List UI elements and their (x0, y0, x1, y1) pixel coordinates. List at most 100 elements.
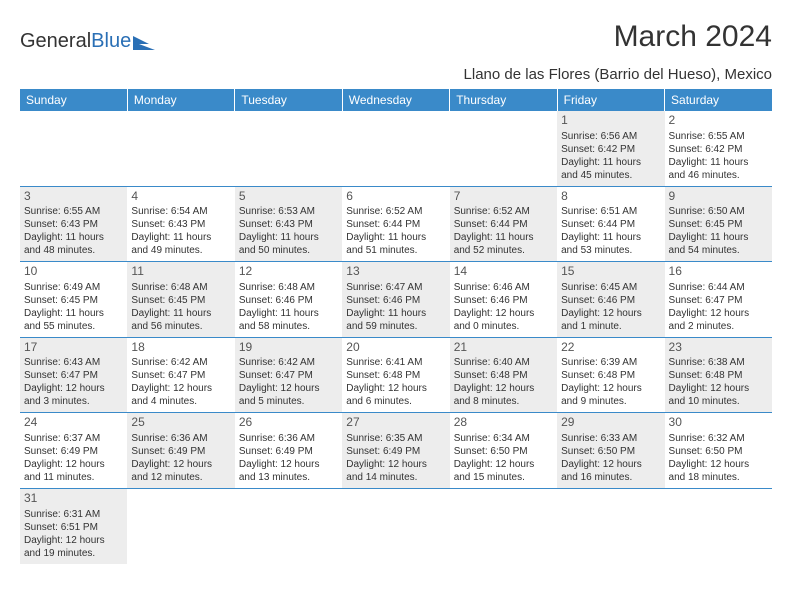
sunset-text: Sunset: 6:46 PM (561, 294, 660, 307)
weekday-header: Sunday (20, 89, 127, 111)
day-number: 7 (454, 189, 553, 205)
sunset-text: Sunset: 6:51 PM (24, 521, 123, 534)
calendar-cell: 30Sunrise: 6:32 AMSunset: 6:50 PMDayligh… (665, 413, 772, 489)
sunrise-text: Sunrise: 6:34 AM (454, 432, 553, 445)
day-number: 26 (239, 415, 338, 431)
daylight-text: and 54 minutes. (669, 244, 768, 257)
daylight-text: Daylight: 12 hours (24, 534, 123, 547)
sunrise-text: Sunrise: 6:41 AM (346, 356, 445, 369)
daylight-text: Daylight: 12 hours (24, 458, 123, 471)
day-number: 31 (24, 491, 123, 507)
logo-flag-icon (133, 34, 155, 50)
logo: GeneralBlue (20, 30, 155, 53)
calendar-cell: 14Sunrise: 6:46 AMSunset: 6:46 PMDayligh… (450, 262, 557, 338)
daylight-text: and 50 minutes. (239, 244, 338, 257)
calendar-cell (20, 111, 127, 186)
day-number: 2 (669, 113, 768, 129)
sunset-text: Sunset: 6:45 PM (24, 294, 123, 307)
daylight-text: and 14 minutes. (346, 471, 445, 484)
daylight-text: and 49 minutes. (131, 244, 230, 257)
daylight-text: Daylight: 12 hours (346, 458, 445, 471)
daylight-text: and 55 minutes. (24, 320, 123, 333)
sunrise-text: Sunrise: 6:55 AM (24, 205, 123, 218)
calendar-cell (450, 111, 557, 186)
calendar-cell: 25Sunrise: 6:36 AMSunset: 6:49 PMDayligh… (127, 413, 234, 489)
daylight-text: Daylight: 11 hours (454, 231, 553, 244)
calendar-row: 24Sunrise: 6:37 AMSunset: 6:49 PMDayligh… (20, 413, 772, 489)
calendar-cell: 28Sunrise: 6:34 AMSunset: 6:50 PMDayligh… (450, 413, 557, 489)
day-number: 4 (131, 189, 230, 205)
daylight-text: and 19 minutes. (24, 547, 123, 560)
calendar-cell: 2Sunrise: 6:55 AMSunset: 6:42 PMDaylight… (665, 111, 772, 186)
daylight-text: and 6 minutes. (346, 395, 445, 408)
sunset-text: Sunset: 6:49 PM (346, 445, 445, 458)
day-number: 22 (561, 340, 660, 356)
sunrise-text: Sunrise: 6:36 AM (239, 432, 338, 445)
sunset-text: Sunset: 6:48 PM (346, 369, 445, 382)
sunrise-text: Sunrise: 6:45 AM (561, 281, 660, 294)
daylight-text: Daylight: 12 hours (239, 382, 338, 395)
calendar-cell: 23Sunrise: 6:38 AMSunset: 6:48 PMDayligh… (665, 337, 772, 413)
calendar-cell: 5Sunrise: 6:53 AMSunset: 6:43 PMDaylight… (235, 186, 342, 262)
daylight-text: Daylight: 12 hours (561, 307, 660, 320)
calendar-cell: 10Sunrise: 6:49 AMSunset: 6:45 PMDayligh… (20, 262, 127, 338)
sunset-text: Sunset: 6:42 PM (669, 143, 768, 156)
calendar-cell: 26Sunrise: 6:36 AMSunset: 6:49 PMDayligh… (235, 413, 342, 489)
calendar-cell: 22Sunrise: 6:39 AMSunset: 6:48 PMDayligh… (557, 337, 664, 413)
sunset-text: Sunset: 6:43 PM (239, 218, 338, 231)
sunset-text: Sunset: 6:46 PM (346, 294, 445, 307)
weekday-header: Saturday (665, 89, 772, 111)
daylight-text: Daylight: 11 hours (561, 231, 660, 244)
daylight-text: and 8 minutes. (454, 395, 553, 408)
sunset-text: Sunset: 6:50 PM (561, 445, 660, 458)
daylight-text: Daylight: 11 hours (131, 231, 230, 244)
sunrise-text: Sunrise: 6:37 AM (24, 432, 123, 445)
day-number: 23 (669, 340, 768, 356)
sunset-text: Sunset: 6:46 PM (454, 294, 553, 307)
sunrise-text: Sunrise: 6:53 AM (239, 205, 338, 218)
daylight-text: and 2 minutes. (669, 320, 768, 333)
sunrise-text: Sunrise: 6:40 AM (454, 356, 553, 369)
day-number: 17 (24, 340, 123, 356)
calendar-cell: 6Sunrise: 6:52 AMSunset: 6:44 PMDaylight… (342, 186, 449, 262)
daylight-text: and 15 minutes. (454, 471, 553, 484)
day-number: 29 (561, 415, 660, 431)
daylight-text: Daylight: 11 hours (24, 231, 123, 244)
daylight-text: and 48 minutes. (24, 244, 123, 257)
calendar-cell: 20Sunrise: 6:41 AMSunset: 6:48 PMDayligh… (342, 337, 449, 413)
daylight-text: Daylight: 12 hours (454, 382, 553, 395)
calendar-cell (557, 488, 664, 563)
sunrise-text: Sunrise: 6:51 AM (561, 205, 660, 218)
calendar-cell: 7Sunrise: 6:52 AMSunset: 6:44 PMDaylight… (450, 186, 557, 262)
day-number: 27 (346, 415, 445, 431)
day-number: 10 (24, 264, 123, 280)
calendar-row: 31Sunrise: 6:31 AMSunset: 6:51 PMDayligh… (20, 488, 772, 563)
calendar-cell (342, 111, 449, 186)
daylight-text: and 12 minutes. (131, 471, 230, 484)
calendar-cell: 9Sunrise: 6:50 AMSunset: 6:45 PMDaylight… (665, 186, 772, 262)
sunset-text: Sunset: 6:47 PM (24, 369, 123, 382)
sunrise-text: Sunrise: 6:54 AM (131, 205, 230, 218)
daylight-text: and 13 minutes. (239, 471, 338, 484)
location: Llano de las Flores (Barrio del Hueso), … (464, 66, 772, 83)
sunrise-text: Sunrise: 6:43 AM (24, 356, 123, 369)
sunset-text: Sunset: 6:43 PM (24, 218, 123, 231)
sunset-text: Sunset: 6:48 PM (669, 369, 768, 382)
calendar-cell: 18Sunrise: 6:42 AMSunset: 6:47 PMDayligh… (127, 337, 234, 413)
logo-word-1: General (20, 30, 91, 53)
daylight-text: Daylight: 12 hours (454, 458, 553, 471)
calendar-cell: 21Sunrise: 6:40 AMSunset: 6:48 PMDayligh… (450, 337, 557, 413)
sunrise-text: Sunrise: 6:42 AM (131, 356, 230, 369)
sunset-text: Sunset: 6:48 PM (561, 369, 660, 382)
daylight-text: and 1 minute. (561, 320, 660, 333)
header: GeneralBlue March 2024 Llano de las Flor… (20, 20, 772, 83)
daylight-text: and 11 minutes. (24, 471, 123, 484)
day-number: 14 (454, 264, 553, 280)
day-number: 9 (669, 189, 768, 205)
sunrise-text: Sunrise: 6:42 AM (239, 356, 338, 369)
sunset-text: Sunset: 6:49 PM (239, 445, 338, 458)
daylight-text: and 3 minutes. (24, 395, 123, 408)
daylight-text: and 51 minutes. (346, 244, 445, 257)
sunrise-text: Sunrise: 6:48 AM (239, 281, 338, 294)
daylight-text: Daylight: 12 hours (24, 382, 123, 395)
